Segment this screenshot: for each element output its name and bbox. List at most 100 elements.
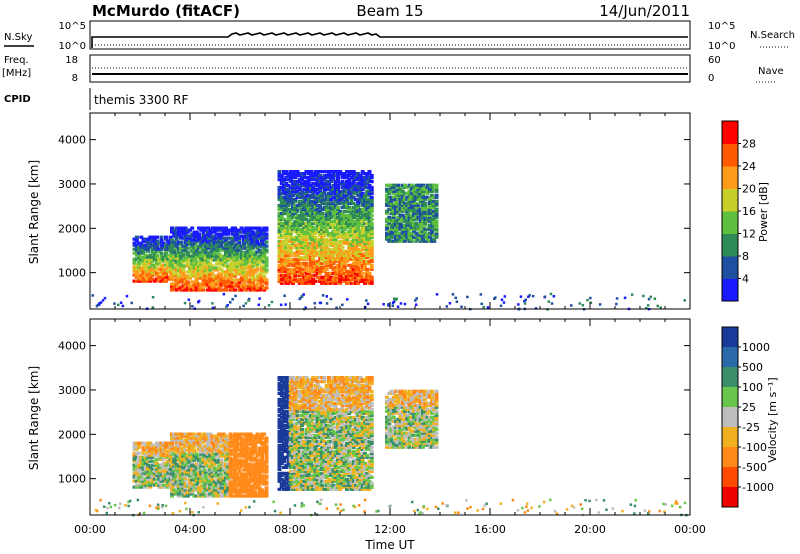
scatter-cell xyxy=(324,219,329,224)
scatter-cell xyxy=(194,486,199,490)
scatter-cell xyxy=(217,256,222,260)
scatter-cell xyxy=(421,209,425,213)
scatter-cell xyxy=(226,456,231,460)
scatter-cell xyxy=(277,195,282,200)
scatter-cell xyxy=(179,460,183,464)
scatter-cell xyxy=(228,254,233,258)
scatter-cell xyxy=(137,273,141,277)
scatter-cell xyxy=(309,195,313,200)
scatter-cell xyxy=(188,448,192,452)
scatter-cell xyxy=(152,471,157,475)
scatter-cell xyxy=(356,235,361,239)
scatter-cell xyxy=(248,278,253,282)
scatter-cell xyxy=(215,444,219,448)
scatter-cell xyxy=(208,232,213,236)
scatter-cell xyxy=(239,250,244,254)
scatter-cell xyxy=(295,263,300,267)
scatter-cell xyxy=(423,197,428,201)
scatter-cell xyxy=(217,460,222,464)
scatter-cell xyxy=(356,205,361,210)
scatter-cell xyxy=(365,235,370,239)
scatter-cell xyxy=(192,440,197,444)
scatter-cell xyxy=(396,217,401,221)
scatter-cell xyxy=(181,260,186,264)
scatter-cell xyxy=(288,217,293,222)
scatter-cell xyxy=(134,465,139,469)
scatter-cell xyxy=(324,227,329,232)
scatter-cell xyxy=(409,195,414,199)
scatter-cell xyxy=(367,219,372,224)
scatter-cell xyxy=(235,460,240,464)
scatter-cell xyxy=(329,281,334,285)
scatter-cell xyxy=(233,488,237,492)
scatter-cell xyxy=(421,187,425,191)
scatter-cell xyxy=(309,170,313,174)
scatter-cell xyxy=(295,225,300,230)
scatter-cell xyxy=(208,244,213,248)
scatter-cell xyxy=(342,261,347,265)
scatter-cell xyxy=(398,223,403,227)
scatter-cell xyxy=(170,464,174,468)
scatter-cell xyxy=(251,258,255,262)
scatter-cell xyxy=(212,282,217,286)
scatter-cell xyxy=(331,184,336,188)
nsearch-tick-top: 10^5 xyxy=(708,21,735,32)
scatter-cell xyxy=(197,434,201,438)
scatter-cell xyxy=(203,470,208,474)
scatter-cell xyxy=(306,185,311,190)
scatter-cell xyxy=(356,174,361,178)
scatter-cell xyxy=(212,434,217,438)
scatter-cell xyxy=(432,221,437,225)
scatter-cell xyxy=(176,464,181,468)
scatter-cell xyxy=(291,180,295,184)
scatter-cell xyxy=(192,266,197,270)
scatter-cell xyxy=(248,284,253,288)
scatter-cell xyxy=(183,234,188,238)
scatter-cell xyxy=(358,221,363,226)
scatter-cell xyxy=(400,205,405,209)
scatter-cell xyxy=(221,452,226,456)
scatter-cell xyxy=(143,247,148,251)
scatter-cell xyxy=(228,288,233,292)
scatter-cell xyxy=(188,254,192,258)
scatter-cell xyxy=(423,215,428,219)
scatter-cell xyxy=(257,256,262,260)
scatter-cell xyxy=(146,257,150,261)
scatter-cell xyxy=(215,274,219,278)
scatter-cell xyxy=(369,195,374,200)
scatter-cell xyxy=(155,469,159,473)
scatter-cell xyxy=(188,488,192,492)
scatter-cell xyxy=(221,246,226,250)
scatter-cell xyxy=(300,182,304,186)
scatter-cell xyxy=(351,205,356,210)
scatter-cell xyxy=(235,492,240,496)
scatter-cell xyxy=(309,263,313,267)
scatter-cell xyxy=(181,236,186,240)
scatter-cell xyxy=(324,180,329,184)
scatter-cell xyxy=(311,253,316,257)
scatter-cell xyxy=(396,183,401,187)
scatter-cell xyxy=(387,221,392,225)
scatter-cell xyxy=(347,184,352,188)
scatter-cell xyxy=(322,217,327,222)
scatter-cell xyxy=(166,479,171,483)
scatter-cell xyxy=(400,197,405,201)
scatter-cell xyxy=(282,178,286,182)
scatter-cell xyxy=(208,434,213,438)
scatter-cell xyxy=(235,440,240,444)
scatter-cell xyxy=(210,458,215,462)
scatter-cell xyxy=(248,228,253,232)
scatter-cell xyxy=(365,193,370,198)
scatter-cell xyxy=(215,242,219,246)
scatter-cell xyxy=(311,199,316,204)
scatter-cell xyxy=(215,434,219,438)
scatter-cell xyxy=(288,176,293,180)
scatter-cell xyxy=(409,191,414,195)
scatter-cell xyxy=(206,486,210,490)
scatter-cell xyxy=(367,231,372,235)
scatter-cell xyxy=(306,273,311,277)
scatter-cell xyxy=(248,494,253,498)
scatter-cell xyxy=(389,219,394,223)
scatter-cell xyxy=(297,277,302,281)
scatter-cell xyxy=(248,484,253,488)
